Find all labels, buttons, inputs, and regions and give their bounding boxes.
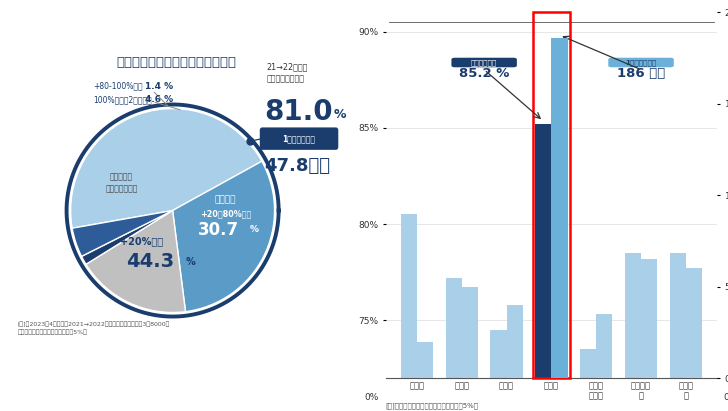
Wedge shape xyxy=(173,161,274,312)
Bar xyxy=(641,259,657,378)
Text: 85.2 %: 85.2 % xyxy=(459,67,510,80)
Text: [注]　平均増加額はトリム平均値（上下5%）: [注] 平均増加額はトリム平均値（上下5%） xyxy=(386,402,479,409)
Text: 前年度比: 前年度比 xyxy=(215,196,237,205)
Text: 1社平均増加額: 1社平均増加額 xyxy=(625,59,657,66)
Wedge shape xyxy=(72,210,173,256)
Wedge shape xyxy=(71,109,262,228)
FancyBboxPatch shape xyxy=(260,127,339,150)
FancyBboxPatch shape xyxy=(451,58,517,67)
Text: 81.0: 81.0 xyxy=(264,98,333,126)
Bar xyxy=(533,12,570,378)
Bar xyxy=(551,38,568,378)
Bar xyxy=(625,253,641,411)
Text: %: % xyxy=(333,108,347,121)
Bar xyxy=(686,268,702,378)
Text: 前年度から減少: 前年度から減少 xyxy=(106,185,138,194)
Text: %: % xyxy=(186,256,196,266)
Text: 0%: 0% xyxy=(365,393,379,402)
Text: [注]　2023年4月時点で2021→2022年度決算が判明した約3万8000社
平均増加額はトリム平均値（上下5%）: [注] 2023年4月時点で2021→2022年度決算が判明した約3万8000社… xyxy=(17,321,170,335)
Bar xyxy=(670,253,686,411)
Wedge shape xyxy=(86,210,186,312)
Bar xyxy=(401,215,417,411)
Text: 0: 0 xyxy=(724,393,728,402)
Bar xyxy=(596,314,612,378)
Bar xyxy=(417,342,433,378)
Text: 前年度並み: 前年度並み xyxy=(110,172,133,181)
Text: 1社平均増加額: 1社平均増加額 xyxy=(282,134,315,143)
Text: 44.3: 44.3 xyxy=(126,252,174,271)
Text: 30.7: 30.7 xyxy=(198,221,239,239)
Text: 186 万円: 186 万円 xyxy=(617,67,665,80)
Text: 4.6 %: 4.6 % xyxy=(145,95,173,104)
Text: 21→22年度で
光熱費が「増加」: 21→22年度で 光熱費が「増加」 xyxy=(266,62,308,83)
Bar xyxy=(535,124,551,411)
Wedge shape xyxy=(82,210,173,264)
Bar xyxy=(462,287,478,378)
Text: 100%以上（2倍以上）: 100%以上（2倍以上） xyxy=(93,95,152,104)
FancyBboxPatch shape xyxy=(609,58,674,67)
Text: 1.4 %: 1.4 % xyxy=(145,82,173,90)
Text: 47.8万円: 47.8万円 xyxy=(264,157,331,175)
Text: +20－80%未満: +20－80%未満 xyxy=(200,209,251,218)
Text: 光熱費が「増加」した企業の割合: 光熱費が「増加」した企業の割合 xyxy=(116,55,237,69)
Bar xyxy=(580,349,596,411)
Text: 「増加」割合: 「増加」割合 xyxy=(471,59,497,66)
Text: +80-100%未満: +80-100%未満 xyxy=(93,82,143,90)
Bar xyxy=(491,330,507,411)
Text: %: % xyxy=(250,225,258,234)
Text: +20%未満: +20%未満 xyxy=(120,236,164,246)
Bar xyxy=(446,278,462,411)
Bar xyxy=(507,305,523,378)
